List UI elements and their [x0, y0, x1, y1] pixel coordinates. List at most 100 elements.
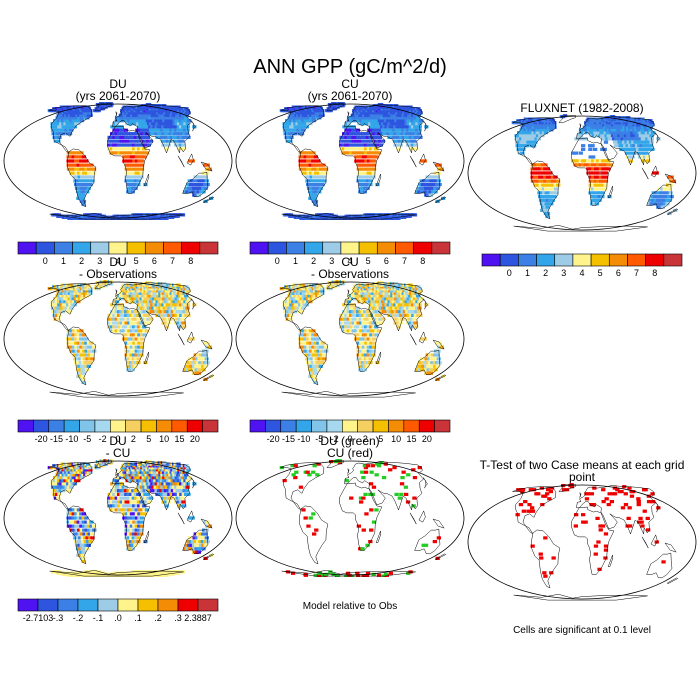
coastline	[112, 282, 192, 332]
panel-title-line: (yrs 2061-2070)	[307, 89, 393, 103]
coastline	[650, 165, 658, 178]
colorbar-tick-label: 7	[634, 268, 639, 276]
colorbar-tick-label: 3	[329, 256, 334, 264]
coastline	[344, 104, 424, 154]
colorbar-tick-label: -2	[99, 434, 107, 442]
colorbar-swatch	[77, 598, 99, 612]
coastline	[190, 477, 196, 489]
colorbar-tick-label: -20	[267, 434, 280, 442]
panel-du_obs: DU - Observations -20 -15 -10 -5 -2 0 2 5 10 15 20	[2, 256, 234, 442]
coastline	[654, 132, 660, 144]
colorbar-tick-label: 2.3887	[184, 613, 212, 621]
coastline	[654, 501, 660, 513]
coastline	[512, 117, 557, 166]
colorbar-swatch	[72, 241, 92, 255]
colorbar-tick-label: 7	[170, 256, 175, 264]
colorbar-tick-label: 6	[152, 256, 157, 264]
colorbar-tick-label: 0	[115, 434, 120, 442]
coastline	[607, 186, 614, 198]
coastline	[579, 123, 582, 129]
colorbar-swatch	[518, 253, 537, 267]
colorbar-tick-label: 2	[311, 256, 316, 264]
panel-note: Model relative to Obs	[302, 601, 398, 612]
colorbar-swatch	[403, 419, 420, 433]
colorbar-swatch	[342, 419, 358, 433]
colorbar-swatch	[110, 419, 126, 433]
coastline	[281, 570, 416, 577]
panel-ttest: T-Test of two Case means at each grid po…	[466, 447, 698, 636]
colorbar: -20 -15 -10 -5 -2 0 2 5 10 15 20	[17, 419, 219, 442]
coastline	[571, 137, 615, 206]
colorbar-tick-label: -2	[331, 434, 339, 442]
colorbar-tick-label: 2	[79, 256, 84, 264]
map-frame	[3, 281, 233, 397]
panel-title: DU (green) CU (red)	[234, 435, 466, 459]
colorbar-swatch	[340, 241, 360, 255]
colorbar-swatch	[171, 419, 188, 433]
coastline	[67, 148, 97, 208]
map-cells	[279, 102, 446, 220]
coastline	[67, 505, 97, 565]
colorbar: 0 1 2 3 4 5 6 7 8	[17, 241, 219, 264]
coastline	[512, 486, 557, 535]
map-fluxnet	[467, 114, 697, 232]
colorbar-tick-label: 2	[131, 434, 136, 442]
colorbar-tick-label: 20	[190, 434, 200, 442]
colorbar-swatch	[202, 419, 219, 433]
coastline	[202, 196, 215, 204]
panel-title-line: - Observations	[78, 267, 158, 281]
coastline	[414, 528, 441, 555]
colorbar-swatch	[125, 419, 142, 433]
colorbar: -2.7103 -.3 -.2 -.1 .0 .1 .2 .3 2.3887	[17, 598, 219, 621]
coastline	[409, 155, 417, 168]
colorbar-swatch	[177, 598, 199, 612]
coastline	[641, 167, 649, 180]
colorbar-tick-label: 3	[561, 268, 566, 276]
colorbar-tick-label: 8	[652, 268, 657, 276]
colorbar-swatch	[645, 253, 665, 267]
coastline	[418, 153, 426, 166]
colorbar-tick-label: -10	[65, 434, 78, 442]
coastline	[115, 468, 118, 474]
coastline	[281, 213, 416, 220]
coastline	[558, 115, 577, 123]
colorbar-swatch	[35, 241, 55, 255]
map-frame	[3, 103, 233, 219]
colorbar-swatch	[627, 253, 646, 267]
panel-title: DU - Observations	[2, 256, 234, 280]
coastline	[666, 208, 679, 216]
panel-title-line: CU (red)	[326, 446, 373, 460]
panel-title-line: DU	[109, 255, 127, 269]
coastline	[666, 577, 679, 585]
colorbar-tick-label: 4	[579, 268, 584, 276]
coastline	[280, 105, 325, 154]
coastline	[49, 213, 184, 220]
colorbar-tick-label: -10	[297, 434, 310, 442]
colorbar-tick-label: -15	[282, 434, 295, 442]
colorbar-tick-label: 10	[159, 434, 169, 442]
coastline	[182, 528, 209, 555]
coastline	[375, 352, 382, 364]
colorbar-swatch	[57, 598, 79, 612]
map-cu_obs	[235, 280, 465, 398]
coastline	[190, 120, 196, 132]
coastline	[182, 171, 209, 198]
colorbar-tick-label: -15	[50, 434, 63, 442]
colorbar-swatch	[311, 419, 328, 433]
coastline	[49, 570, 184, 577]
colorbar-swatch	[108, 241, 128, 255]
coastline	[432, 161, 445, 172]
colorbar-swatch	[663, 253, 683, 267]
coastline	[513, 594, 648, 601]
colorbar-tick-label: 20	[422, 434, 432, 442]
coastline	[200, 339, 213, 350]
colorbar-swatch	[79, 419, 96, 433]
coastline	[190, 298, 196, 310]
map-frame	[235, 103, 465, 219]
colorbar: -20 -15 -10 -5 -2 0 2 5 10 15 20	[249, 419, 451, 442]
coastline	[646, 183, 673, 210]
colorbar-swatch	[499, 253, 519, 267]
map-cells	[279, 280, 446, 384]
panel-title-line: (yrs 2061-2070)	[75, 89, 161, 103]
coastline	[531, 160, 561, 220]
